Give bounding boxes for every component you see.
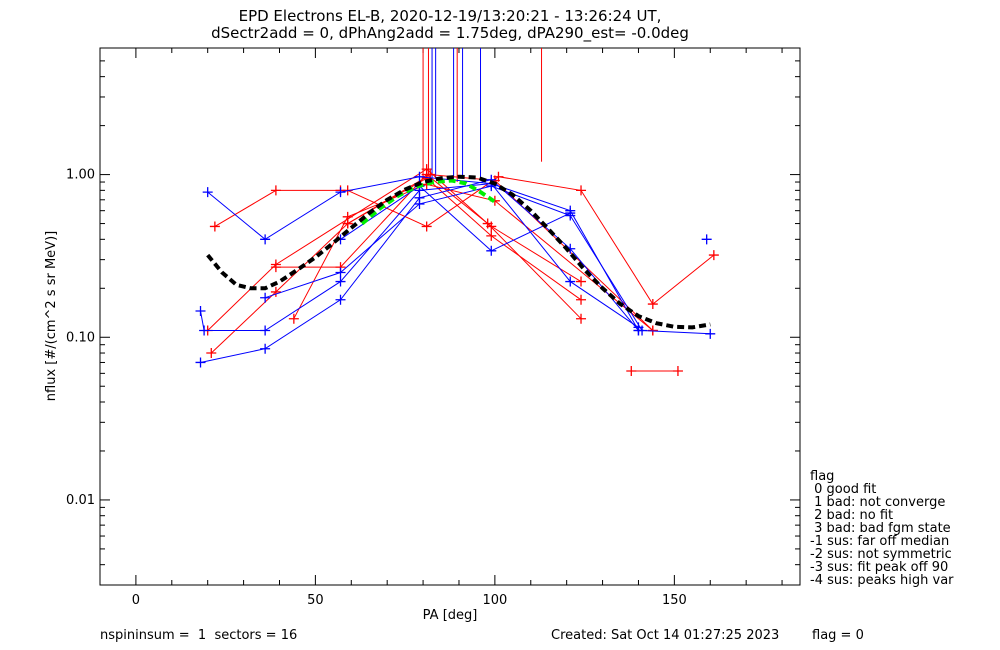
data-point-marker	[705, 328, 716, 339]
series-line	[200, 183, 639, 331]
data-point-marker	[486, 230, 497, 241]
data-point-marker	[414, 198, 425, 209]
data-point-marker	[486, 245, 497, 256]
plot-frame	[99, 47, 801, 586]
data-point-marker	[199, 325, 210, 336]
legend-item: -3 sus: fit peak off 90	[810, 560, 948, 575]
footer-spin-info: nspininsum = 1 sectors = 16	[100, 628, 297, 643]
series-line	[293, 183, 654, 331]
data-point-marker	[672, 366, 683, 377]
legend-item: -4 sus: peaks high var	[810, 573, 954, 588]
y-tick-label: 0.10	[66, 330, 95, 345]
data-point-marker	[335, 267, 346, 278]
series-line	[210, 177, 582, 354]
data-point-marker	[335, 294, 346, 305]
chart-title-line2: dSectr2add = 0, dPhAng2add = 1.75deg, dP…	[211, 24, 689, 43]
data-point-marker	[701, 234, 712, 245]
data-point-marker	[195, 306, 206, 317]
data-point-marker	[335, 187, 346, 198]
footer-created: Created: Sat Oct 14 01:27:25 2023	[551, 628, 779, 643]
series-line	[214, 189, 341, 227]
green-fit-curve	[360, 178, 497, 226]
data-point-marker	[626, 366, 637, 377]
data-point-marker	[260, 292, 271, 303]
series-line	[207, 168, 582, 331]
data-point-marker	[637, 325, 648, 336]
data-point-marker	[270, 262, 281, 273]
peak-marker-lines	[422, 48, 543, 183]
data-point-marker	[486, 221, 497, 232]
data-point-marker	[576, 276, 587, 287]
data-point-marker	[260, 343, 271, 354]
y-tick-label: 0.01	[66, 493, 95, 508]
legend-title: flag	[810, 469, 834, 484]
data-point-marker	[260, 234, 271, 245]
data-point-marker	[335, 276, 346, 287]
data-point-marker	[202, 187, 213, 198]
data-point-marker	[708, 250, 719, 261]
data-point-marker	[288, 313, 299, 324]
legend-item: -2 sus: not symmetric	[810, 547, 952, 562]
x-tick-label: 100	[482, 593, 507, 608]
x-tick-label: 50	[307, 593, 324, 608]
axis-ticks	[100, 47, 800, 586]
data-point-marker	[270, 286, 281, 297]
footer-flag: flag = 0	[812, 628, 864, 643]
chart-title-line1: EPD Electrons EL-B, 2020-12-19/13:20:21 …	[239, 7, 662, 25]
data-point-marker	[576, 185, 587, 196]
data-point-marker	[260, 325, 271, 336]
legend-item: -1 sus: far off median	[810, 534, 949, 549]
y-tick-label: 1.00	[66, 168, 95, 183]
x-tick-label: 150	[662, 593, 687, 608]
data-point-marker	[414, 171, 425, 182]
data-point-marker	[206, 348, 217, 359]
series-line	[340, 185, 571, 252]
black-fit-curve	[206, 174, 711, 330]
legend-item: 3 bad: bad fgm state	[810, 521, 951, 536]
legend-item: 0 good fit	[810, 482, 876, 497]
fit-curves	[206, 174, 711, 330]
x-axis-label: PA [deg]	[423, 608, 478, 623]
data-point-marker	[647, 299, 658, 310]
data-point-marker	[565, 208, 576, 219]
data-point-marker	[421, 221, 432, 232]
legend-item: 2 bad: no fit	[810, 508, 893, 523]
data-point-marker	[576, 294, 587, 305]
data-point-marker	[576, 313, 587, 324]
data-series	[195, 164, 719, 377]
data-point-marker	[195, 357, 206, 368]
y-axis-label: nflux [#/(cm^2 s sr MeV)]	[44, 231, 59, 401]
series-line	[264, 185, 711, 335]
data-point-marker	[342, 218, 353, 229]
legend: flag 0 good fit 1 bad: not converge 2 ba…	[810, 469, 954, 588]
x-tick-label: 0	[132, 593, 140, 608]
data-point-marker	[270, 185, 281, 196]
legend-item: 1 bad: not converge	[810, 495, 945, 510]
axis-tick-labels: 0 50 100 150 0.01 0.10 1.00	[66, 168, 687, 608]
series-line	[347, 176, 715, 305]
data-point-marker	[209, 221, 220, 232]
data-point-marker	[565, 276, 576, 287]
